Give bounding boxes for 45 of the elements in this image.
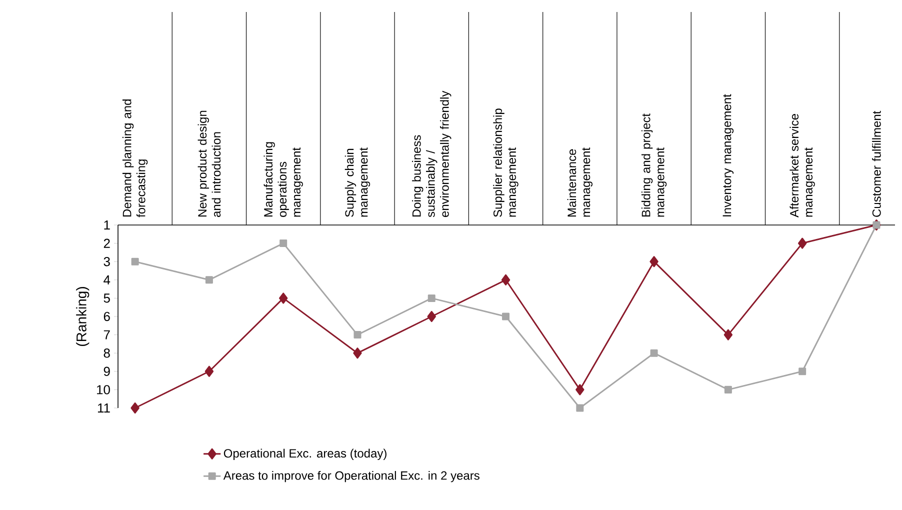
point (280, 240, 288, 248)
point (502, 312, 510, 320)
point (131, 258, 139, 266)
point (576, 404, 584, 412)
point (354, 331, 362, 339)
point (428, 294, 436, 302)
point (427, 310, 436, 322)
x-tick-label: Doing business sustainably / environmentally friendly (412, 90, 452, 218)
y-tick-label: 8 (104, 348, 110, 358)
y-tick-label: 2 (104, 238, 110, 248)
point (204, 366, 214, 377)
y-tick-label: 9 (104, 366, 110, 376)
x-tick-label: Manufacturing operations management (264, 142, 303, 217)
x-tick-label: Demand planning and forecasting (122, 100, 148, 218)
y-tick-label: 11 (98, 404, 110, 412)
y-axis-title: (Ranking) (76, 287, 90, 346)
x-tick-label: Customer fulfillment (872, 110, 881, 217)
point (650, 349, 658, 357)
y-tick-label: 4 (104, 275, 110, 284)
x-tick-label: Supply chain management (344, 148, 370, 217)
point (278, 292, 288, 304)
point (798, 238, 807, 249)
point (205, 276, 213, 284)
y-tick-label: 1 (104, 220, 110, 230)
y-tick-label: 5 (104, 294, 110, 303)
x-tick-label: Supplier relationship management (493, 108, 518, 217)
x-tick-label: Bidding and project management (641, 114, 667, 217)
x-tick-label: Maintenance management (567, 148, 592, 217)
point (798, 368, 806, 376)
y-tick-label: 10 (97, 385, 110, 394)
x-tick-label: Inventory management (722, 94, 734, 216)
point (724, 386, 732, 394)
x-tick-label: Aftermarket service management (790, 114, 815, 218)
x-tick-label: New product design and introduction (198, 110, 221, 217)
point (724, 329, 733, 340)
y-tick-label: 3 (104, 256, 110, 266)
point (353, 348, 362, 359)
point (130, 402, 140, 414)
point (650, 256, 658, 268)
legend-label: Areas to improve for Operational Exc. in 2 years (223, 470, 480, 482)
legend-label: Operational Exc. areas (today) (224, 448, 386, 460)
point (576, 384, 584, 396)
y-tick-label: 7 (104, 330, 110, 340)
point (501, 274, 510, 286)
y-tick-label: 6 (104, 312, 110, 322)
